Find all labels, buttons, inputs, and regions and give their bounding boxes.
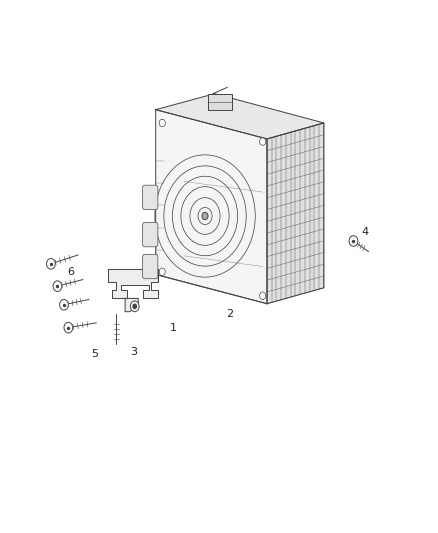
- Polygon shape: [155, 94, 324, 139]
- Circle shape: [159, 119, 165, 127]
- FancyBboxPatch shape: [143, 222, 158, 247]
- Text: 2: 2: [226, 309, 233, 319]
- Circle shape: [46, 259, 55, 269]
- Text: 1: 1: [170, 322, 177, 333]
- Circle shape: [349, 236, 358, 246]
- Circle shape: [60, 300, 68, 310]
- FancyBboxPatch shape: [143, 254, 158, 279]
- Text: 5: 5: [91, 349, 98, 359]
- Polygon shape: [125, 298, 138, 312]
- Polygon shape: [267, 123, 324, 304]
- Circle shape: [64, 322, 73, 333]
- Circle shape: [260, 138, 266, 146]
- Bar: [208, 94, 232, 110]
- FancyBboxPatch shape: [143, 185, 158, 209]
- Circle shape: [260, 292, 266, 300]
- Text: 4: 4: [362, 227, 369, 237]
- Text: 6: 6: [67, 267, 74, 277]
- Circle shape: [131, 301, 139, 312]
- Polygon shape: [108, 269, 158, 298]
- Text: 3: 3: [131, 346, 138, 357]
- Circle shape: [133, 304, 137, 309]
- Circle shape: [202, 212, 208, 220]
- Circle shape: [159, 268, 165, 276]
- Polygon shape: [155, 110, 267, 304]
- Circle shape: [53, 281, 62, 292]
